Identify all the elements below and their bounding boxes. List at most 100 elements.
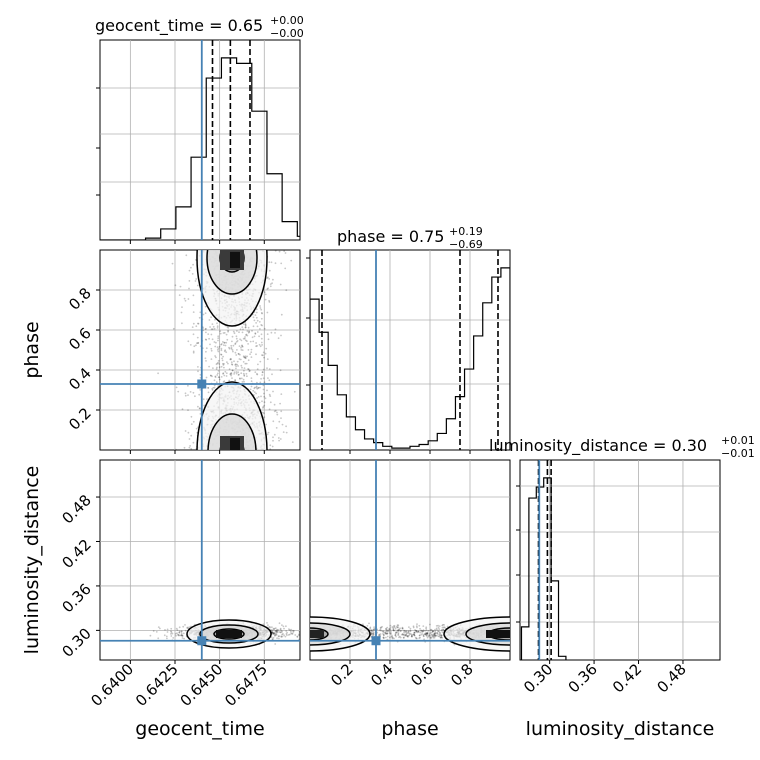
sample-point [437,633,439,635]
sample-point [263,401,266,404]
sample-point [283,627,285,630]
sample-point [399,627,401,630]
sample-point [290,628,292,631]
sample-point [258,401,261,404]
sample-point [389,624,392,627]
sample-point [220,343,223,345]
sample-point [197,341,200,344]
sample-point [152,630,155,632]
sample-point [382,636,385,639]
sample-point [378,634,381,636]
sample-point [268,379,271,382]
sample-point [181,635,184,637]
sample-point [384,632,387,635]
sample-point [192,333,195,336]
sample-point [276,629,279,632]
sample-point [271,282,273,285]
sample-point [264,293,267,296]
title-luminosity-distance: luminosity_distance = 0.30 +0.01 −0.01 [489,434,755,460]
sample-point [254,314,257,316]
sample-point [186,627,189,629]
sample-point [255,386,258,389]
sample-point [233,373,236,375]
sample-point [179,285,182,288]
sample-point [246,340,248,343]
sample-point [226,361,228,363]
sample-point [438,628,441,630]
sample-point [271,638,274,640]
contour-level [207,413,257,450]
sample-point [385,630,388,633]
sample-point [266,622,268,624]
sample-point [391,636,394,639]
sample-point [250,351,253,354]
sample-point [280,262,283,265]
sample-point [240,377,243,380]
sample-point [407,635,409,638]
sample-point [420,630,423,633]
sample-point [422,633,425,636]
sample-point [181,322,183,325]
sample-point [416,631,419,634]
sample-point [196,342,198,345]
sample-point [209,326,212,328]
sample-point [260,308,263,311]
sample-point [180,632,183,635]
sample-point [275,634,278,636]
sample-point [263,395,266,398]
sample-point [262,351,265,354]
sample-point [244,356,247,359]
sample-point [217,339,219,342]
histogram-phase [310,267,510,450]
sample-point [267,431,270,434]
sample-point [223,363,225,365]
sample-point [434,634,437,637]
sample-point [282,431,285,433]
x-axis-label-luminosity-distance: luminosity_distance [526,718,715,740]
sample-point [204,357,207,360]
sample-point [225,372,228,375]
sample-point [401,627,404,630]
sample-point [424,633,427,636]
title-geocent-time: geocent_time = 0.65 +0.00 −0.00 [95,14,304,40]
sample-point [176,632,178,634]
sample-point [428,634,430,637]
sample-point [241,349,244,351]
sample-point [436,632,438,634]
sample-point [408,632,410,635]
sample-point [266,288,269,290]
sample-point [180,634,183,637]
sample-point [272,390,274,393]
sample-point [400,633,403,636]
sample-point [244,339,247,342]
sample-point [215,363,218,366]
y-tick-label-luminosity-distance: 0.48 [58,491,94,527]
sample-point [239,338,242,341]
sample-point [275,629,278,632]
sample-point [244,336,246,338]
sample-point [225,351,228,354]
sample-point [192,263,195,266]
sample-point [432,636,435,639]
sample-point [441,624,444,627]
sample-point [254,386,256,389]
sample-point [187,409,189,411]
sample-point [270,629,273,631]
density-luminosity-distance-vs-phase [310,630,510,638]
sample-point [250,356,253,358]
sample-point [260,317,263,320]
sample-point [439,632,442,635]
sample-point [383,634,385,637]
sample-point [239,328,242,331]
sample-point [369,627,372,630]
sample-point [197,322,200,325]
sample-point [229,357,232,360]
sample-point [394,632,397,635]
sample-point [248,370,251,373]
sample-point [426,636,429,639]
sample-point [271,626,273,629]
sample-point [243,375,246,377]
sample-point [385,627,387,630]
sample-point [253,387,256,390]
sample-point [216,374,219,376]
